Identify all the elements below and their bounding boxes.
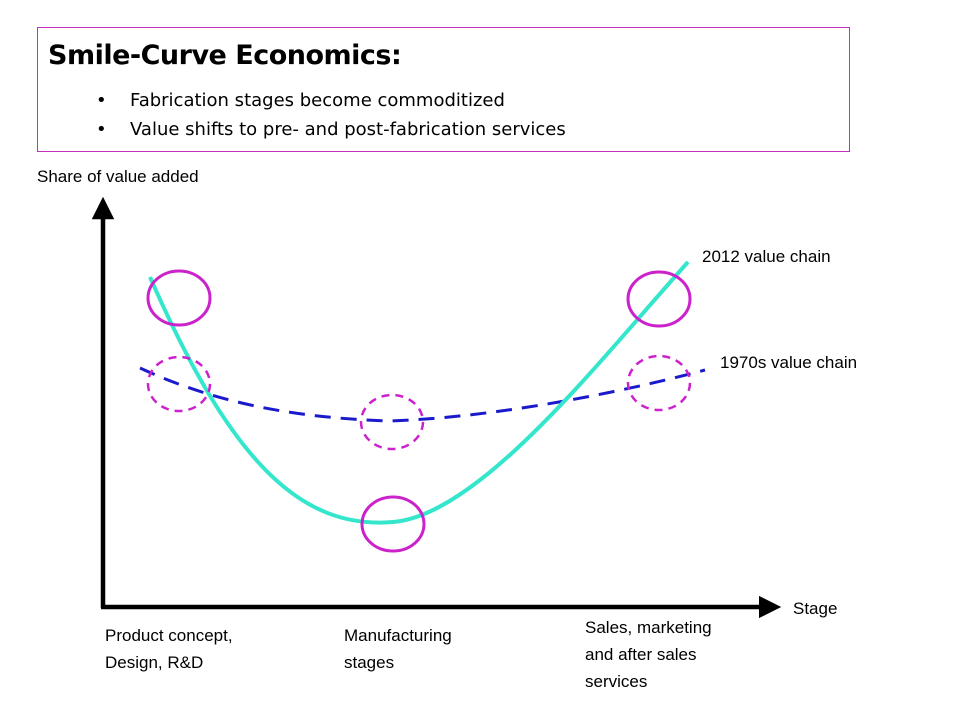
stage-label-services: Sales, marketing and after sales service… <box>585 618 716 691</box>
bullet-text: Fabrication stages become commoditized <box>130 90 505 111</box>
historic-stage-marker-right <box>626 354 692 412</box>
bullet-item: • Fabrication stages become commoditized <box>96 86 566 115</box>
stage-label-line: services <box>585 672 647 691</box>
title-box: Smile-Curve Economics: • Fabrication stag… <box>37 27 850 152</box>
bullet-item: • Value shifts to pre- and post-fabricati… <box>96 115 566 144</box>
slide-title: Smile-Curve Economics: <box>48 40 402 71</box>
modern-stage-marker-left <box>146 269 212 327</box>
historic-stage-marker-center <box>359 393 425 451</box>
bullet-dot-icon: • <box>96 90 107 111</box>
stage-label-line: Manufacturing <box>344 626 452 645</box>
historic-curve-label: 1970s value chain <box>720 353 857 372</box>
modern-stage-marker-right <box>626 270 692 328</box>
y-axis-label: Share of value added <box>37 167 199 186</box>
historic-value-chain-curve <box>139 366 706 423</box>
stage-label-manufacturing: Manufacturing stages <box>344 626 456 672</box>
bullet-text: Value shifts to pre- and post-fabricatio… <box>130 119 566 140</box>
stage-label-line: Design, R&D <box>105 653 203 672</box>
historic-stage-marker-left <box>146 355 212 413</box>
bullet-list: • Fabrication stages become commoditized … <box>96 86 566 144</box>
modern-stage-marker-center <box>360 495 426 553</box>
x-axis-label: Stage <box>793 599 837 618</box>
modern-value-chain-curve <box>148 260 690 525</box>
stage-label-design: Product concept, Design, R&D <box>105 626 237 672</box>
stage-label-line: and after sales <box>585 645 697 664</box>
stage-label-line: stages <box>344 653 394 672</box>
modern-curve-label: 2012 value chain <box>702 247 831 266</box>
stage-label-line: Product concept, <box>105 626 233 645</box>
stage-label-line: Sales, marketing <box>585 618 712 637</box>
bullet-dot-icon: • <box>96 119 107 140</box>
